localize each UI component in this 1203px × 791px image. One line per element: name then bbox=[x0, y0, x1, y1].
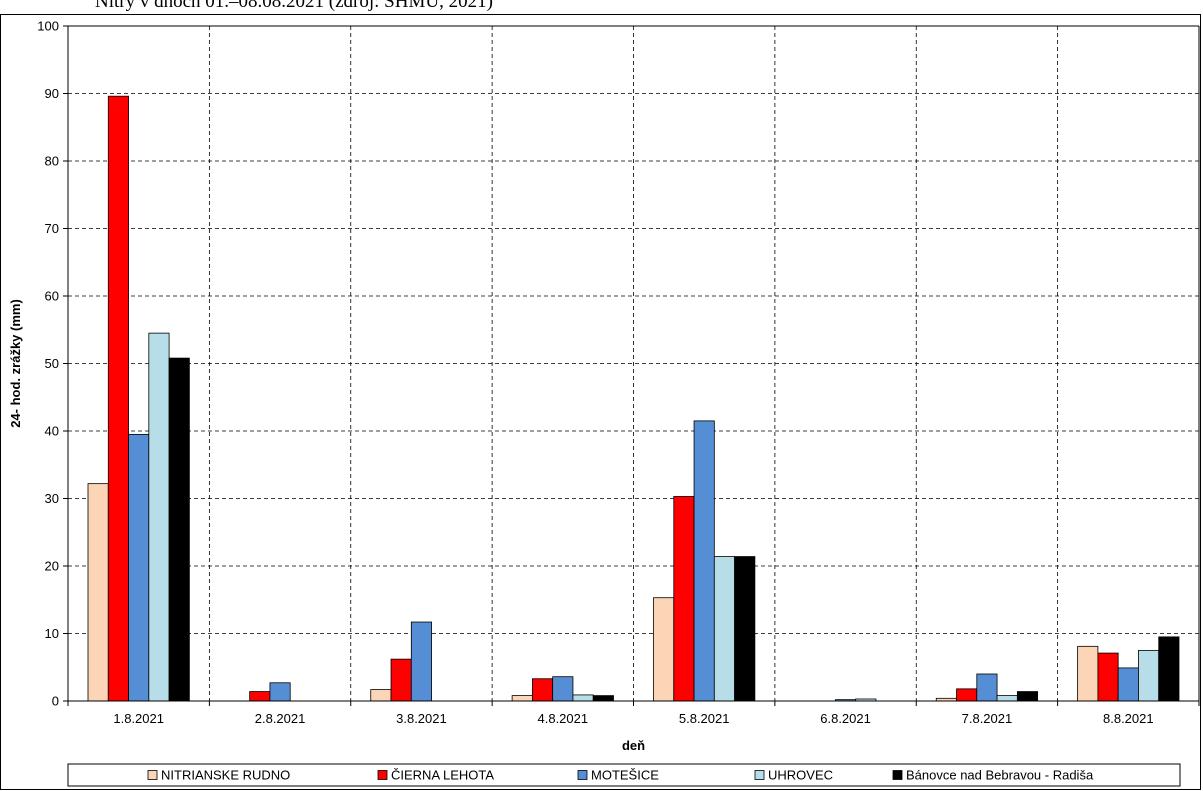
x-tick-label: 5.8.2021 bbox=[679, 711, 730, 726]
bars bbox=[87, 95, 1180, 702]
legend-label: ČIERNA LEHOTA bbox=[391, 768, 494, 783]
bar bbox=[168, 357, 190, 702]
bar bbox=[653, 597, 675, 702]
y-tick-label: 90 bbox=[45, 86, 59, 101]
x-axis-label: deň bbox=[622, 738, 645, 753]
y-tick-label: 40 bbox=[45, 424, 59, 439]
y-tick-labels: 0 10 20 30 40 50 60 70 80 90 100 bbox=[37, 19, 59, 709]
bar bbox=[996, 695, 1018, 702]
bar bbox=[713, 556, 736, 702]
legend-swatch bbox=[147, 770, 158, 780]
bar bbox=[87, 483, 109, 702]
bar bbox=[572, 694, 594, 702]
bar bbox=[1097, 652, 1119, 702]
bar bbox=[511, 695, 533, 702]
y-tick-label: 80 bbox=[45, 154, 59, 169]
y-axis-label: 24- hod. zrážky (mm) bbox=[8, 299, 23, 428]
legend-swatch bbox=[892, 770, 903, 780]
legend-label: Bánovce nad Bebravou - Radiša bbox=[906, 768, 1094, 783]
y-tick-label: 20 bbox=[45, 559, 59, 574]
x-tick-labels: 1.8.2021 2.8.2021 3.8.2021 4.8.2021 5.8.2021… bbox=[113, 711, 1153, 726]
x-tick-label: 6.8.2021 bbox=[820, 711, 871, 726]
y-tick-label: 30 bbox=[45, 491, 59, 506]
bar bbox=[673, 496, 695, 702]
bar bbox=[976, 673, 998, 702]
x-tick-label: 3.8.2021 bbox=[396, 711, 447, 726]
bar bbox=[269, 682, 291, 702]
legend: NITRIANSKE RUDNO ČIERNA LEHOTA MOTEŠICE UHR… bbox=[67, 763, 1181, 787]
x-tick-label: 7.8.2021 bbox=[962, 711, 1013, 726]
x-tick-label: 4.8.2021 bbox=[538, 711, 589, 726]
bar bbox=[693, 420, 715, 702]
bar bbox=[249, 691, 271, 702]
bar bbox=[107, 95, 129, 702]
y-tick-label: 70 bbox=[45, 221, 59, 236]
legend-swatch bbox=[577, 770, 588, 780]
bar bbox=[532, 678, 554, 702]
y-tick-label: 50 bbox=[45, 356, 59, 371]
legend-box bbox=[67, 763, 1181, 787]
y-tick-label: 100 bbox=[37, 19, 59, 34]
legend-swatch bbox=[754, 770, 765, 780]
bar bbox=[1016, 691, 1039, 702]
y-tick-label: 10 bbox=[45, 626, 59, 641]
bar bbox=[592, 695, 614, 702]
bar bbox=[552, 676, 574, 702]
bar bbox=[1138, 649, 1160, 702]
chart-frame bbox=[0, 14, 1201, 790]
figure-caption: Nitry v dňoch 01.–08.08.2021 (zdroj: SHM… bbox=[95, 0, 493, 12]
bar bbox=[390, 658, 412, 702]
y-tick-label: 60 bbox=[45, 289, 59, 304]
x-tick-label: 2.8.2021 bbox=[255, 711, 306, 726]
bar bbox=[148, 332, 170, 702]
legend-label: NITRIANSKE RUDNO bbox=[161, 768, 290, 783]
legend-label: MOTEŠICE bbox=[591, 768, 659, 783]
legend-swatch bbox=[377, 770, 388, 780]
bar bbox=[128, 433, 150, 702]
grid-lines bbox=[68, 25, 1199, 701]
bar bbox=[370, 689, 392, 702]
x-tick-label: 8.8.2021 bbox=[1103, 711, 1154, 726]
y-tick-label: 0 bbox=[52, 694, 59, 709]
bar bbox=[956, 688, 978, 702]
x-tick-label: 1.8.2021 bbox=[113, 711, 164, 726]
bar bbox=[1077, 645, 1099, 702]
bar bbox=[734, 556, 756, 702]
bar bbox=[1158, 636, 1180, 702]
axes bbox=[63, 25, 1200, 706]
bar bbox=[410, 621, 432, 702]
legend-label: UHROVEC bbox=[768, 768, 833, 783]
bar bbox=[1117, 667, 1139, 702]
